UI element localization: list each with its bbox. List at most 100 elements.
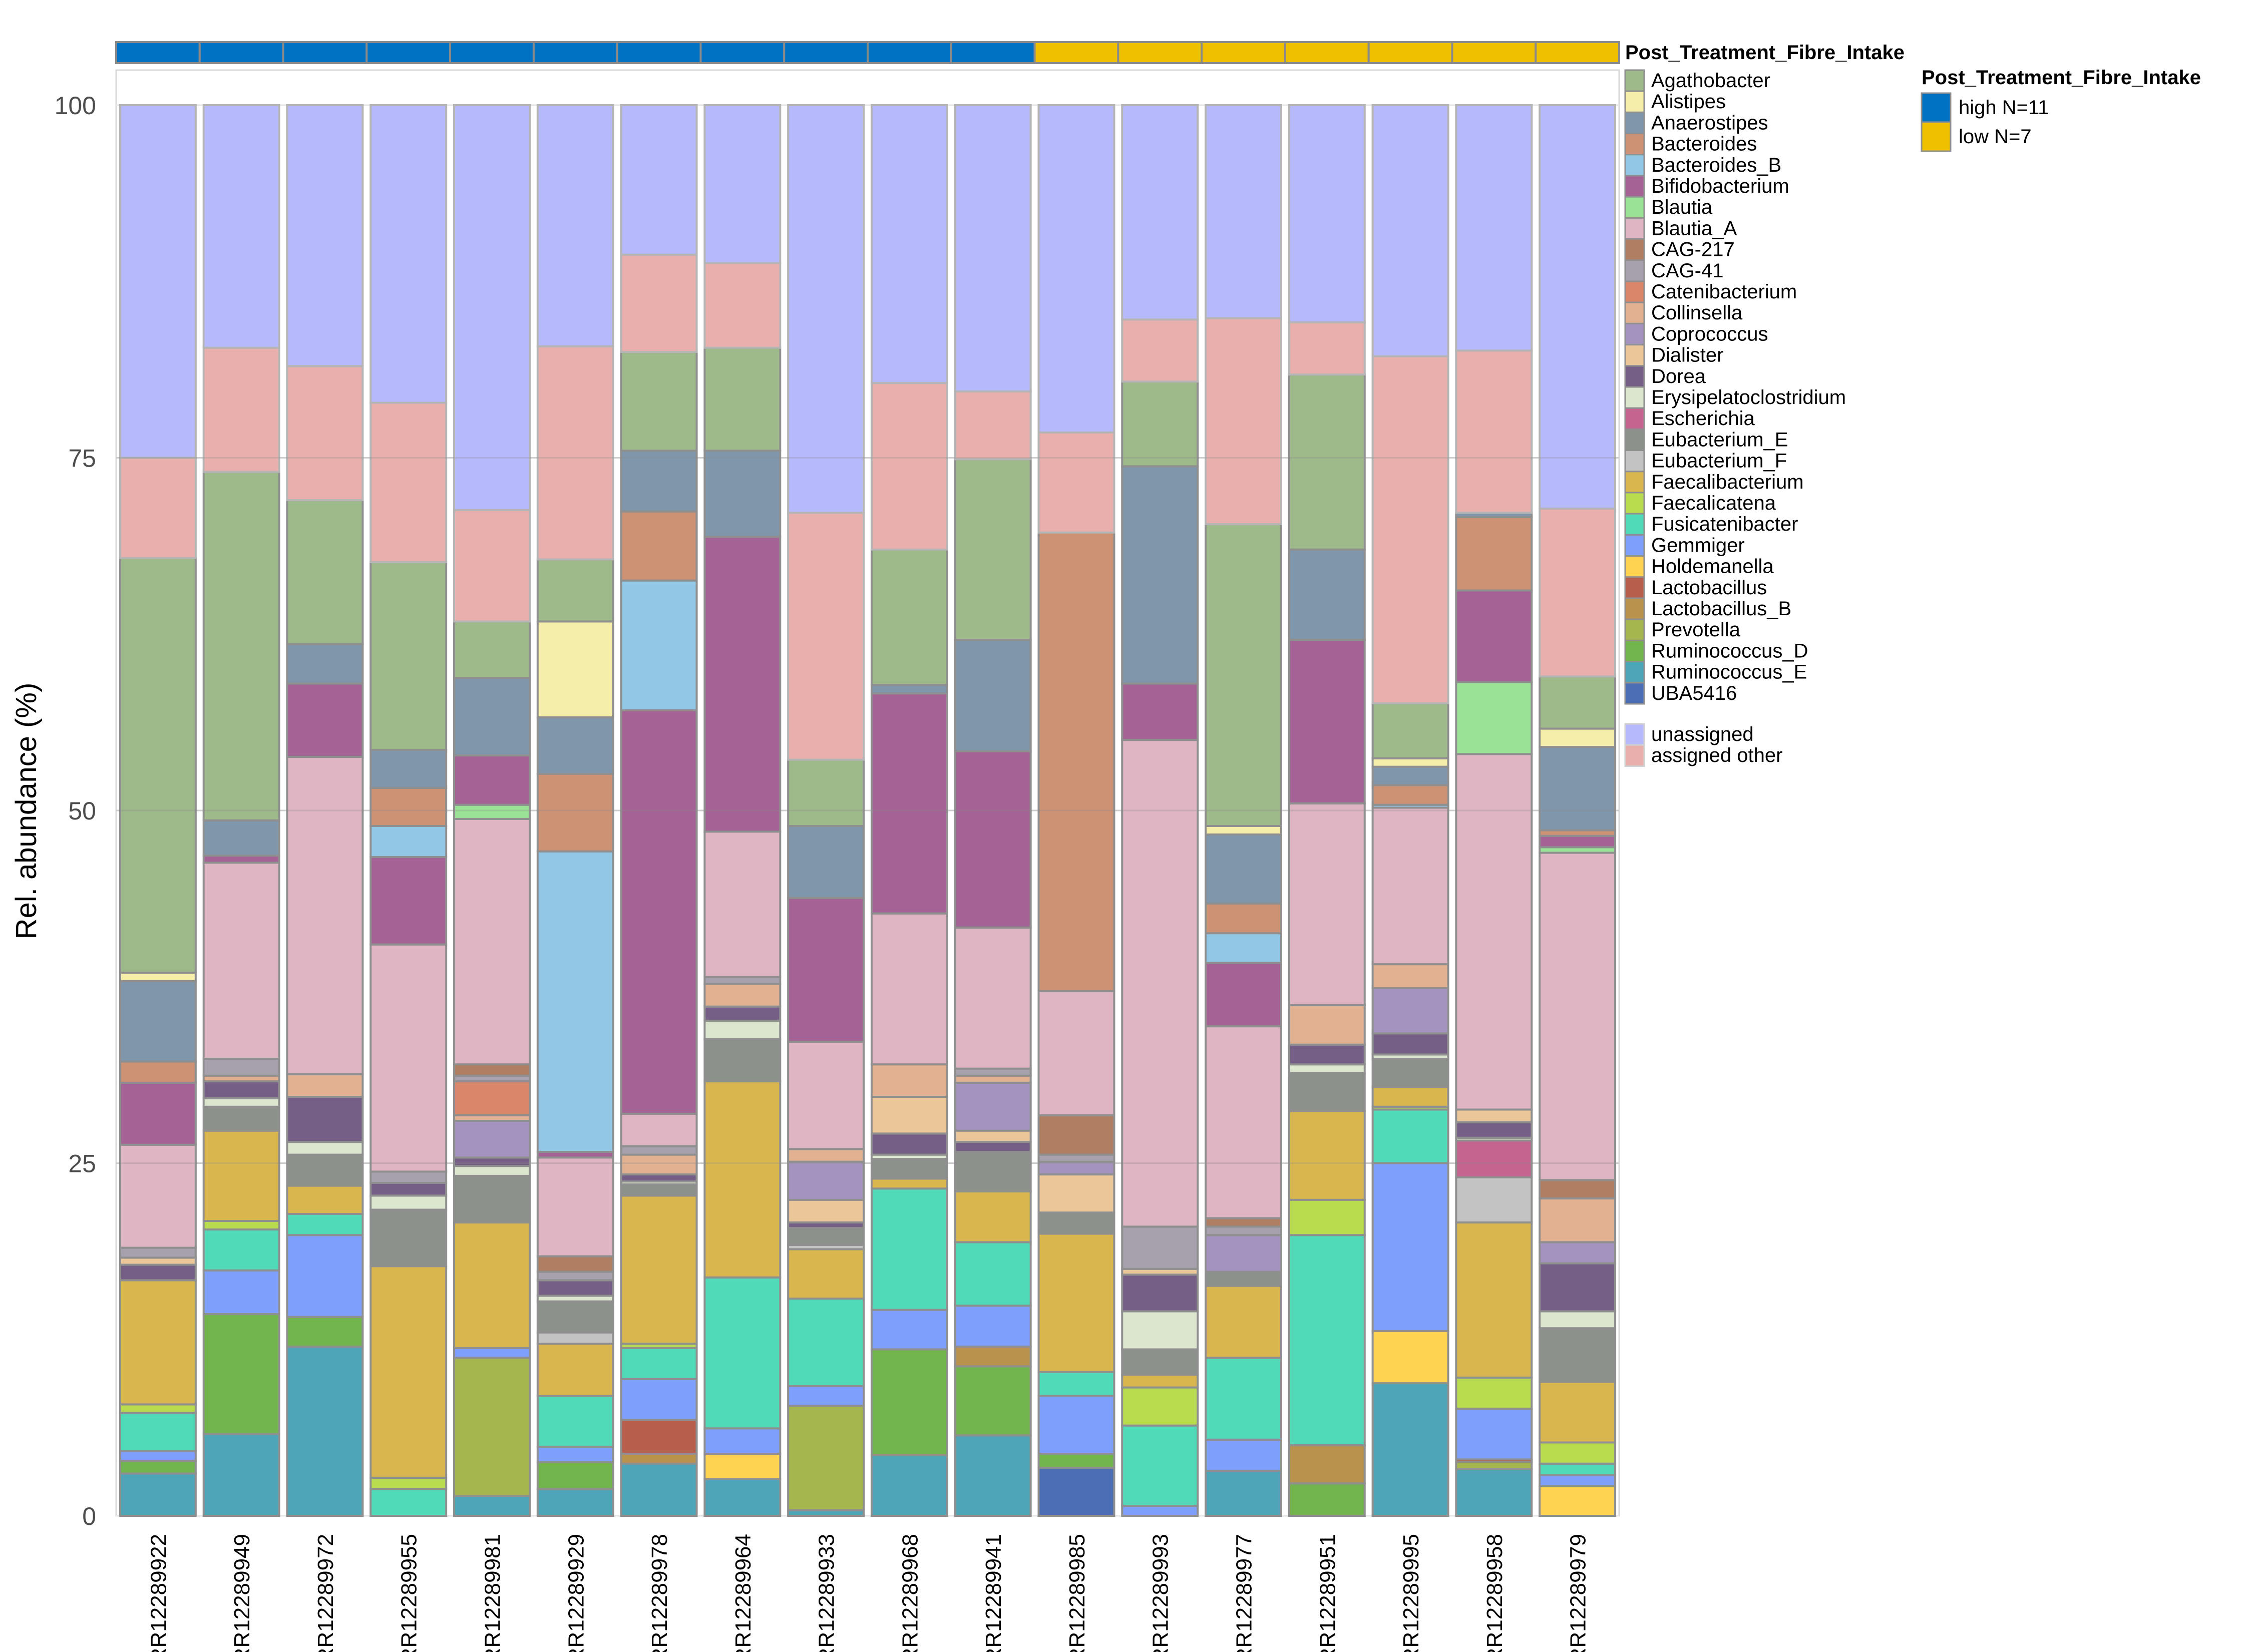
legend-label: Blautia_A: [1651, 217, 1737, 239]
bar-segment-unassigned: [1455, 104, 1533, 352]
bar-segment-anaerostipes: [1539, 746, 1617, 832]
legend-item: Eubacterium_F: [1624, 450, 1787, 473]
bar-segment-anaerostipes: [453, 677, 531, 757]
legend-item: Collinsella: [1624, 301, 1743, 324]
bar-segment-bacteroides-b: [536, 850, 614, 1153]
bar-segment-bifidobacterium: [286, 682, 364, 758]
bar-segment-bifidobacterium: [703, 536, 782, 833]
bar-segment-erysipelatoclostridium: [453, 1165, 531, 1177]
bar-segment-ruminococcus-e: [1205, 1469, 1282, 1517]
bar-segment-blautia: [453, 803, 531, 820]
group-strip-cell-low: [1451, 41, 1537, 64]
bar-segment-unassigned: [286, 104, 364, 367]
bar-segment-blautia-a: [1539, 852, 1617, 1181]
bar-segment-blautia-a: [1371, 806, 1449, 966]
bar-segment-bacteroides-b: [1205, 932, 1282, 964]
bar-segment-assigned-other: [1371, 355, 1449, 704]
bar-SRR12289949: [202, 104, 280, 1517]
bar-segment-assigned-other: [202, 346, 280, 473]
bar-SRR12289977: [1205, 104, 1282, 1517]
bar-segment-ruminococcus-d: [119, 1460, 197, 1475]
legend-swatch: [1624, 217, 1645, 240]
legend-item: Catenibacterium: [1624, 280, 1797, 303]
bar-segment-gemmiger: [1539, 1474, 1617, 1487]
bar-segment-ruminococcus-e: [453, 1495, 531, 1517]
bar-segment-eubacterium-e: [453, 1174, 531, 1223]
bar-segment-collinsella: [703, 983, 782, 1008]
legend-label: Eubacterium_E: [1651, 429, 1788, 451]
bar-segment-faecalibacterium: [202, 1129, 280, 1222]
bar-segment-eubacterium-e: [1371, 1057, 1449, 1088]
bar-segment-dorea: [369, 1181, 448, 1197]
bar-SRR12289964: [703, 104, 782, 1517]
bar-segment-holdemanella: [1371, 1330, 1449, 1385]
bar-segment-assigned-other: [1037, 431, 1115, 534]
bar-segment-faecalibacterium: [703, 1080, 782, 1279]
bar-segment-fusicatenibacter: [703, 1276, 782, 1430]
legend-label: Holdemanella: [1651, 556, 1774, 578]
legend-swatch: [1624, 322, 1645, 346]
group-strip-cell-high: [115, 41, 201, 64]
bar-segment-assigned-other: [286, 365, 364, 502]
bar-segment-unassigned: [453, 104, 531, 511]
bar-segment-ruminococcus-d: [1037, 1453, 1115, 1469]
bar-segment-ruminococcus-d: [286, 1316, 364, 1348]
legend-swatch: [1921, 92, 1952, 123]
legend-label: Collinsella: [1651, 302, 1743, 324]
bar-segment-eubacterium-e: [1121, 1348, 1199, 1376]
legend-swatch: [1624, 111, 1645, 135]
bar-segment-anaerostipes: [369, 748, 448, 789]
bar-segment-cag-41: [954, 1067, 1032, 1077]
bar-segment-uba5416: [1037, 1467, 1115, 1517]
legend-label: CAG-41: [1651, 260, 1724, 282]
bar-segment-eubacterium-e: [286, 1153, 364, 1187]
bar-segment-faecalibacterium: [1539, 1381, 1617, 1444]
legend-label: CAG-217: [1651, 239, 1735, 261]
bar-segment-unassigned: [620, 104, 698, 256]
bar-SRR12289951: [1288, 104, 1366, 1517]
legend-item: Gemmiger: [1624, 534, 1745, 557]
bar-segment-cag-41: [1037, 1153, 1115, 1163]
bar-segment-anaerostipes: [1205, 833, 1282, 905]
y-tick-label: 50: [68, 797, 96, 825]
bar-segment-collinsella: [787, 1148, 865, 1163]
group-strip-cell-high: [783, 41, 869, 64]
x-tick-label: SRR12289979: [1566, 1534, 1591, 1652]
bar-segment-bacteroides: [1205, 902, 1282, 935]
bar-segment-ruminococcus-d: [1288, 1482, 1366, 1517]
bar-segment-bacteroides: [119, 1060, 197, 1084]
bar-segment-unassigned: [119, 104, 197, 459]
group-strip-cell-low: [1284, 41, 1370, 64]
bar-segment-fusicatenibacter: [202, 1228, 280, 1272]
bar-segment-erysipelatoclostridium: [1539, 1310, 1617, 1330]
bar-segment-fusicatenibacter: [1371, 1108, 1449, 1164]
legend-swatch: [1624, 69, 1645, 92]
bar-segment-eubacterium-e: [703, 1038, 782, 1083]
x-tick-label: SRR12289993: [1149, 1534, 1173, 1652]
bar-SRR12289958: [1455, 104, 1533, 1517]
bar-segment-unassigned: [1205, 104, 1282, 319]
bar-segment-ruminococcus-d: [870, 1348, 948, 1456]
bar-segment-gemmiger: [536, 1445, 614, 1463]
bar-SRR12289922: [119, 104, 197, 1517]
legend-label: Anaerostipes: [1651, 112, 1768, 134]
bar-segment-bifidobacterium: [787, 897, 865, 1043]
bar-segment-cag-41: [620, 1145, 698, 1156]
bar-segment-anaerostipes: [620, 450, 698, 513]
legend-item: Alistipes: [1624, 90, 1726, 113]
bar-segment-faecalicatena: [202, 1220, 280, 1230]
bar-segment-coprococcus: [1539, 1241, 1617, 1265]
bar-segment-unassigned: [954, 104, 1032, 393]
legend-swatch: [1624, 618, 1645, 641]
bar-segment-dorea: [870, 1132, 948, 1156]
bar-segment-agathobacter: [1288, 373, 1366, 551]
bar-segment-faecalicatena: [1121, 1386, 1199, 1427]
bar-segment-faecalibacterium: [536, 1343, 614, 1397]
bar-segment-ruminococcus-e: [1371, 1382, 1449, 1517]
bar-segment-fusicatenibacter: [286, 1212, 364, 1236]
group-strip-cell-high: [699, 41, 786, 64]
legend-swatch: [1624, 744, 1645, 767]
bar-segment-bifidobacterium: [202, 855, 280, 864]
bar-segment-blautia-a: [1205, 1025, 1282, 1219]
bar-segment-bacteroides-b: [620, 579, 698, 711]
